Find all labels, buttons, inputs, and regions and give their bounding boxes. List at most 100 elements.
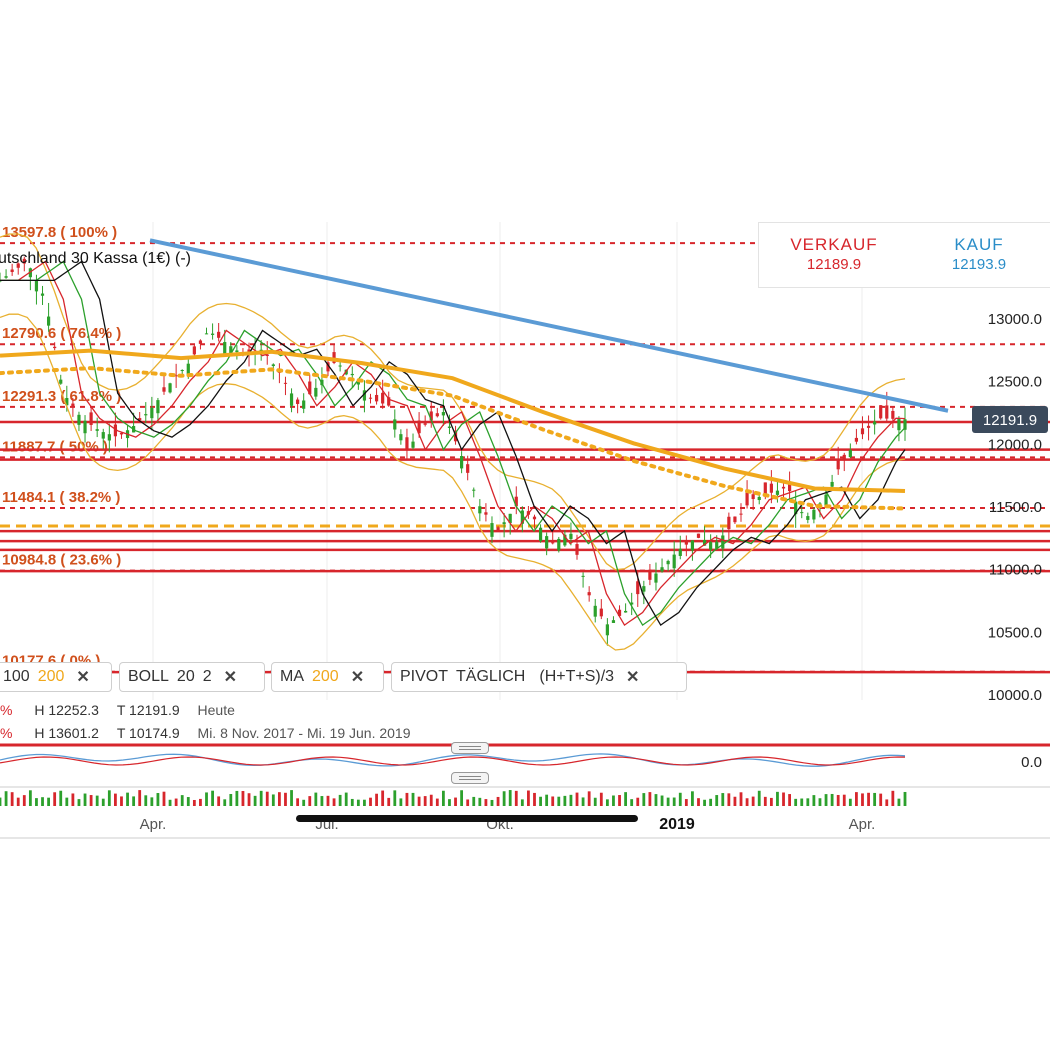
oscillator-signal-line (0, 756, 906, 766)
volume-bar (672, 797, 676, 806)
candle-body (642, 586, 646, 592)
sell-value: 12189.9 (806, 256, 862, 273)
close-icon[interactable]: ✕ (350, 669, 365, 686)
volume-bar (502, 791, 506, 806)
volume-bar (642, 793, 646, 806)
candle-body (387, 397, 391, 406)
candle-body (77, 414, 81, 425)
candle-body (308, 381, 312, 395)
volume-bar (903, 791, 907, 806)
horizontal-scrollbar[interactable] (296, 815, 638, 822)
candle-body (775, 490, 780, 495)
volume-bar (126, 792, 129, 806)
candle-body (289, 393, 294, 406)
candle-body (660, 567, 664, 572)
candle-body (830, 481, 834, 487)
volume-bar (478, 797, 482, 806)
volume-bar (332, 798, 336, 806)
volume-bar (563, 795, 567, 806)
candle-body (879, 405, 883, 419)
candle-body (65, 397, 69, 406)
volume-bar (35, 798, 38, 806)
volume-bar (277, 792, 281, 806)
volume-bar (271, 794, 275, 806)
volume-bar (539, 796, 542, 806)
candle-body (95, 429, 99, 431)
volume-bar (320, 796, 324, 806)
pane-resize-handle[interactable] (451, 742, 489, 754)
volume-bar (308, 796, 312, 806)
volume-bar (290, 790, 293, 806)
candle-body (302, 400, 306, 409)
volume-bar (879, 793, 883, 806)
candle-body (393, 419, 397, 430)
stats-prefix: % (0, 725, 13, 741)
y-tick-label: 10500.0 (988, 624, 1042, 641)
volume-bar (265, 791, 269, 806)
candle-body (192, 346, 196, 355)
candle-body (101, 432, 105, 439)
volume-bar (59, 790, 63, 806)
candle-body (702, 540, 707, 546)
candle-body (296, 399, 300, 404)
candle-body (751, 494, 755, 500)
trendline[interactable] (149, 238, 949, 413)
volume-bar (350, 798, 354, 806)
indicator-label: MA (280, 668, 304, 685)
candle-body (217, 331, 221, 338)
volume-bar (448, 799, 451, 806)
volume-bar (393, 790, 397, 806)
stats-row-today: % H 12252.3 T 12191.9 Heute (0, 702, 235, 718)
volume-bar (47, 797, 50, 806)
volume-bar (101, 798, 105, 806)
candle-body (235, 350, 239, 353)
volume-bar (800, 798, 804, 806)
indicator-chip-pivot[interactable]: PIVOT TÄGLICH (H+T+S)/3 ✕ (391, 662, 687, 692)
stats-range: Mi. 8 Nov. 2017 - Mi. 19 Jun. 2019 (197, 725, 411, 741)
current-price-tag (972, 406, 1048, 433)
sell-label: VERKAUF (790, 235, 878, 254)
volume-bar (569, 794, 573, 806)
volume-bar (344, 792, 348, 806)
volume-bar (375, 793, 378, 806)
candle-body (265, 354, 269, 356)
ma-short-line (0, 260, 906, 627)
indicator-chip-ma-pair[interactable]: 100 200 ✕ (0, 662, 112, 692)
candle-body (271, 364, 275, 367)
indicator-value-2: (H+T+S)/3 (539, 668, 615, 685)
candle-body (733, 516, 737, 523)
volume-bar (472, 796, 476, 806)
candle-body (781, 486, 786, 489)
indicator-label: BOLL (128, 668, 169, 685)
volume-bar (715, 795, 719, 806)
indicator-chip-boll[interactable]: BOLL 20 2 ✕ (119, 662, 265, 692)
close-icon[interactable]: ✕ (626, 669, 640, 686)
sell-price-box[interactable]: VERKAUF 12189.9 (758, 222, 910, 288)
candle-body (848, 450, 852, 458)
candle-body (204, 333, 209, 335)
volume-bar (120, 796, 123, 806)
pane-resize-handle[interactable] (451, 772, 489, 784)
candle-body (715, 541, 719, 549)
volume-bar (369, 797, 372, 806)
indicator-chip-ma[interactable]: MA 200 ✕ (271, 662, 384, 692)
indicator-value: 20 (176, 668, 195, 685)
candle-body (326, 362, 330, 372)
buy-price-box[interactable]: KAUF 12193.9 (908, 222, 1050, 288)
close-icon[interactable]: ✕ (223, 669, 238, 686)
volume-bar (460, 790, 464, 806)
volume-bar (891, 790, 895, 806)
volume-bar (557, 796, 561, 806)
volume-bar (733, 796, 737, 806)
candle-body (447, 426, 452, 428)
volume-bar (599, 792, 603, 806)
candle-body (496, 527, 500, 531)
candle-body (569, 533, 573, 539)
close-icon[interactable]: ✕ (76, 669, 90, 686)
candle-body (745, 492, 749, 506)
candle-body (617, 609, 622, 616)
indicator-value: 100 (3, 668, 30, 685)
buy-label: KAUF (954, 235, 1004, 254)
